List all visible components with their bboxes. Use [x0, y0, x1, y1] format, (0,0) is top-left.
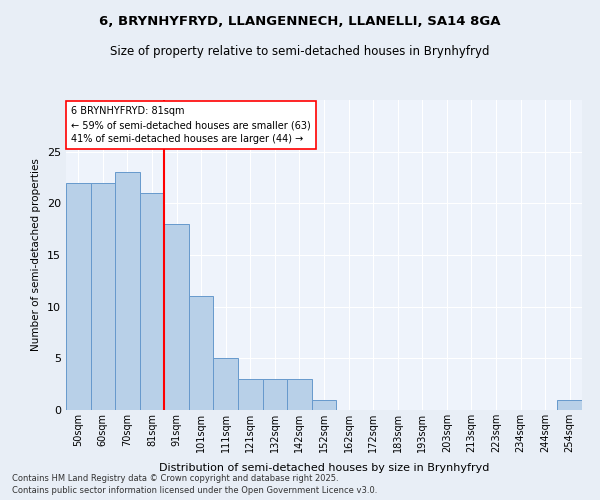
- Bar: [312, 400, 336, 410]
- Bar: [557, 400, 582, 410]
- Text: 6, BRYNHYFRYD, LLANGENNECH, LLANELLI, SA14 8GA: 6, BRYNHYFRYD, LLANGENNECH, LLANELLI, SA…: [99, 15, 501, 28]
- Bar: [91, 182, 115, 410]
- Bar: [263, 379, 287, 410]
- Bar: [287, 379, 312, 410]
- Bar: [115, 172, 140, 410]
- Bar: [66, 182, 91, 410]
- Bar: [164, 224, 189, 410]
- X-axis label: Distribution of semi-detached houses by size in Brynhyfryd: Distribution of semi-detached houses by …: [159, 464, 489, 473]
- Bar: [140, 193, 164, 410]
- Text: Size of property relative to semi-detached houses in Brynhyfryd: Size of property relative to semi-detach…: [110, 45, 490, 58]
- Y-axis label: Number of semi-detached properties: Number of semi-detached properties: [31, 158, 41, 352]
- Text: Contains HM Land Registry data © Crown copyright and database right 2025.
Contai: Contains HM Land Registry data © Crown c…: [12, 474, 377, 495]
- Bar: [238, 379, 263, 410]
- Bar: [214, 358, 238, 410]
- Bar: [189, 296, 214, 410]
- Text: 6 BRYNHYFRYD: 81sqm
← 59% of semi-detached houses are smaller (63)
41% of semi-d: 6 BRYNHYFRYD: 81sqm ← 59% of semi-detach…: [71, 106, 311, 144]
